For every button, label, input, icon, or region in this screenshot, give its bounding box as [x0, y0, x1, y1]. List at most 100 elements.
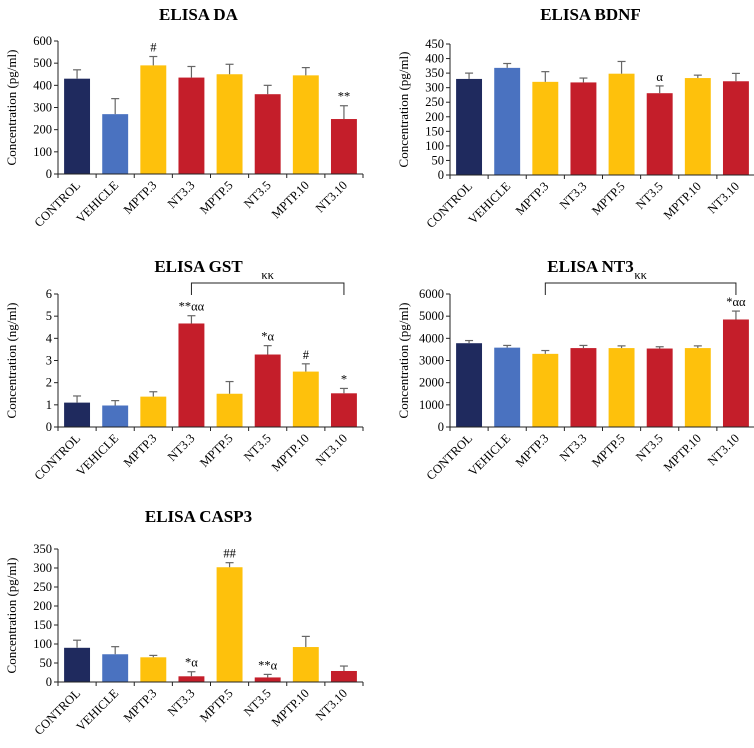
bar-control — [456, 78, 483, 175]
bar-vehicle — [102, 114, 129, 174]
y-tick-label: 100 — [33, 637, 52, 651]
x-tick-label: MPTP.10 — [269, 431, 312, 474]
y-tick-label: 5000 — [419, 309, 444, 323]
x-tick-label: NT3.3 — [165, 686, 198, 719]
x-tick-label: MPTP.3 — [513, 179, 552, 218]
chart-casp3: ELISA CASP3 Concentration (pg/ml) 0 50 100 15… — [4, 507, 364, 738]
significance-label: *α — [261, 330, 274, 344]
y-tick-label: 350 — [33, 542, 52, 556]
bar-control — [456, 343, 483, 427]
x-tick-label: MPTP.3 — [121, 178, 160, 217]
bar-mptp-10 — [684, 78, 711, 175]
x-tick-label: NT3.5 — [241, 686, 274, 719]
bar-mptp-5 — [216, 393, 243, 427]
y-tick-label: 2 — [46, 376, 52, 390]
bar-control — [64, 402, 91, 427]
bar-vehicle — [494, 347, 521, 427]
chart-title: ELISA GST — [154, 257, 243, 276]
bar-nt3-5 — [646, 348, 673, 427]
bar-mptp-10 — [292, 371, 319, 427]
x-tick-label: NT3.10 — [313, 431, 350, 468]
x-tick-label: MPTP.10 — [661, 179, 704, 222]
significance-label: # — [150, 41, 157, 55]
bar-nt3-3 — [570, 82, 597, 175]
bar-nt3-3 — [178, 323, 205, 427]
bracket-label: κκ — [261, 268, 274, 282]
y-tick-label: 200 — [33, 599, 52, 613]
bracket-label: κκ — [634, 268, 647, 282]
comparison-bracket — [544, 282, 737, 295]
chart-nt3: ELISA NT3 Concentration (pg/ml) 0 1000 2000 3… — [396, 257, 754, 483]
bar-nt3-3 — [178, 676, 205, 682]
bar-mptp-10 — [292, 75, 319, 174]
x-tick-label: MPTP.10 — [269, 178, 312, 221]
bar-control — [64, 647, 91, 682]
y-tick-label: 400 — [33, 78, 52, 92]
y-tick-label: 150 — [33, 618, 52, 632]
x-tick-label: VEHICLE — [74, 178, 122, 226]
x-tick-label: NT3.10 — [313, 178, 350, 215]
bar-mptp-5 — [216, 567, 243, 682]
x-tick-label: MPTP.5 — [197, 178, 236, 217]
chart-title: ELISA BDNF — [540, 5, 641, 24]
x-tick-label: NT3.5 — [633, 431, 666, 464]
y-tick-label: 200 — [425, 110, 444, 124]
bar-nt3-10 — [722, 81, 749, 175]
bar-nt3-3 — [570, 348, 597, 427]
y-tick-label: 3000 — [419, 354, 444, 368]
y-tick-label: 0 — [438, 420, 444, 434]
y-tick-label: 300 — [425, 81, 444, 95]
bar-mptp-3 — [532, 81, 559, 175]
bar-mptp-5 — [608, 73, 635, 175]
x-tick-label: CONTROL — [32, 686, 84, 738]
bar-mptp-10 — [684, 348, 711, 427]
y-axis-label: Concentration (pg/ml) — [396, 303, 411, 419]
significance-label: *αα — [726, 295, 746, 309]
x-tick-label: NT3.5 — [241, 431, 274, 464]
y-tick-label: 350 — [425, 66, 444, 80]
x-tick-label: NT3.3 — [165, 178, 198, 211]
y-tick-label: 0 — [46, 675, 52, 689]
bar-mptp-3 — [532, 353, 559, 427]
significance-label: **αα — [179, 300, 205, 314]
y-tick-label: 300 — [33, 561, 52, 575]
significance-label: # — [303, 348, 310, 362]
bar-nt3-5 — [254, 677, 281, 682]
y-tick-label: 1 — [46, 398, 52, 412]
x-tick-label: MPTP.10 — [661, 431, 704, 474]
y-tick-label: 4 — [46, 331, 53, 345]
bar-mptp-5 — [216, 74, 243, 174]
x-tick-label: MPTP.5 — [589, 179, 628, 218]
y-tick-label: 250 — [33, 580, 52, 594]
y-tick-label: 600 — [33, 34, 52, 48]
bar-control — [64, 78, 91, 174]
y-tick-label: 4000 — [419, 331, 444, 345]
x-tick-label: CONTROL — [424, 179, 476, 231]
y-tick-label: 2000 — [419, 376, 444, 390]
x-tick-label: MPTP.10 — [269, 686, 312, 729]
y-tick-label: 100 — [425, 139, 444, 153]
y-tick-label: 400 — [425, 52, 444, 66]
bar-nt3-10 — [330, 670, 357, 682]
x-tick-label: NT3.5 — [241, 178, 274, 211]
y-tick-label: 450 — [425, 37, 444, 51]
x-tick-label: NT3.5 — [633, 179, 666, 212]
x-tick-label: MPTP.3 — [121, 686, 160, 725]
bar-nt3-5 — [254, 354, 281, 427]
y-tick-label: 6000 — [419, 287, 444, 301]
bar-nt3-10 — [330, 119, 357, 174]
chart-bdnf: ELISA BDNF Concentration (pg/ml) 050100150… — [396, 5, 754, 231]
comparison-bracket — [190, 282, 345, 295]
y-tick-label: 200 — [33, 123, 52, 137]
x-tick-label: NT3.10 — [705, 431, 742, 468]
x-tick-label: VEHICLE — [74, 431, 122, 479]
y-tick-label: 300 — [33, 101, 52, 115]
bar-mptp-3 — [140, 657, 167, 682]
y-tick-label: 6 — [46, 287, 52, 301]
bar-nt3-3 — [178, 77, 205, 174]
chart-title: ELISA NT3 — [547, 257, 633, 276]
bar-mptp-10 — [292, 647, 319, 682]
y-tick-label: 0 — [46, 167, 52, 181]
significance-label: **α — [258, 658, 278, 672]
